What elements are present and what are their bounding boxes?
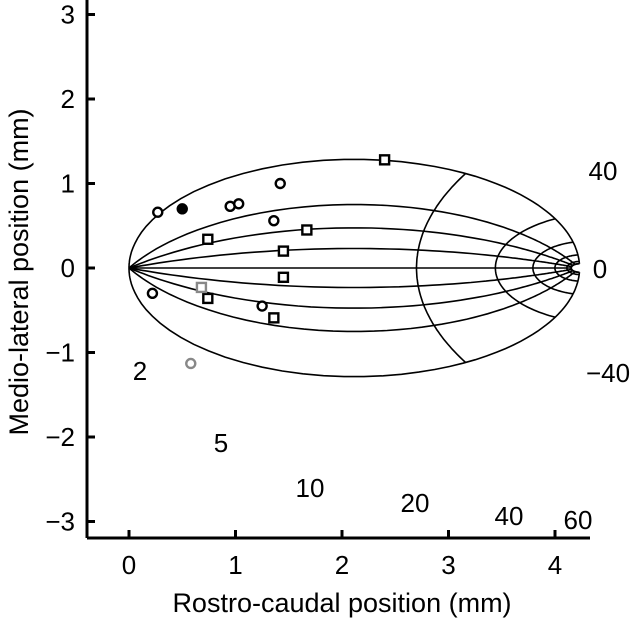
iso-polar-angle-line: [128, 267, 576, 333]
eccentricity-label: 2: [133, 356, 147, 386]
square-marker: [202, 292, 214, 305]
y-tick-label: 0: [61, 253, 75, 283]
y-tick-label: 3: [61, 0, 75, 30]
square-marker: [202, 233, 214, 245]
circle-marker: [176, 203, 188, 215]
map-boundary: [570, 263, 580, 273]
y-tick-label: −1: [45, 338, 75, 368]
circle-marker: [232, 198, 245, 210]
circle-marker: [185, 357, 197, 370]
iso-polar-angle-line: [128, 267, 574, 309]
y-tick-label: 2: [61, 84, 75, 114]
eccentricity-label: 60: [564, 505, 593, 535]
x-tick-label: 3: [441, 550, 455, 580]
labels: 2 5 10 20 40 60 40 0 −40: [133, 156, 630, 535]
eccentricity-label: 5: [214, 428, 228, 458]
y-tick-label: −3: [45, 507, 75, 537]
polar-map-grid: [128, 158, 581, 378]
y-tick-label: 1: [61, 169, 75, 199]
circle-marker: [152, 206, 164, 218]
circle-marker: [268, 214, 280, 227]
square-marker: [277, 245, 290, 257]
square-marker: [378, 154, 391, 166]
x-axis-title: Rostro-caudal position (mm): [172, 588, 511, 618]
polar-angle-label: 0: [593, 254, 607, 284]
circle-marker: [256, 300, 268, 312]
iso-polar-angle-line: [128, 247, 572, 269]
polar-angle-label: −40: [586, 358, 630, 388]
square-marker: [277, 271, 290, 283]
iso-polar-angle-line: [128, 227, 574, 269]
x-tick-label: 4: [548, 550, 562, 580]
eccentricity-label: 20: [401, 488, 430, 518]
x-tick-label: 1: [228, 550, 242, 580]
x-tick-label: 0: [122, 550, 136, 580]
iso-polar-angle-line: [128, 203, 576, 269]
iso-polar-angle-line: [128, 267, 572, 289]
circle-marker: [274, 177, 286, 190]
square-marker: [268, 312, 280, 324]
iso-polar-angle-line: [128, 158, 581, 268]
y-tick-label: −2: [45, 422, 75, 452]
circle-marker: [146, 287, 159, 300]
square-marker: [195, 281, 208, 294]
eccentricity-label: 40: [495, 501, 524, 531]
y-axis-title: Medio-lateral position (mm): [4, 108, 34, 435]
polar-angle-label: 40: [589, 156, 618, 186]
iso-polar-angle-line: [128, 268, 581, 378]
eccentricity-label: 10: [296, 473, 325, 503]
data-points: [146, 154, 391, 370]
x-tick-label: 2: [335, 550, 349, 580]
square-marker: [301, 224, 313, 236]
